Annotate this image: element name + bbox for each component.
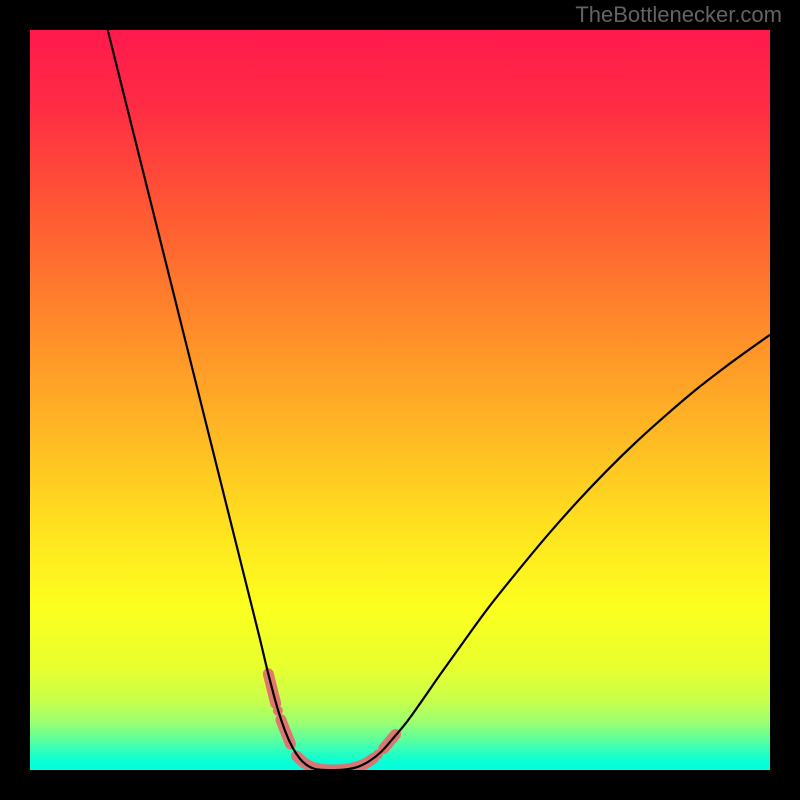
chart-plot-area bbox=[30, 30, 770, 770]
chart-root: { "canvas": { "width": 800, "height": 80… bbox=[0, 0, 800, 800]
watermark-label: TheBottlenecker.com bbox=[575, 2, 782, 28]
chart-gradient-background bbox=[30, 30, 770, 770]
